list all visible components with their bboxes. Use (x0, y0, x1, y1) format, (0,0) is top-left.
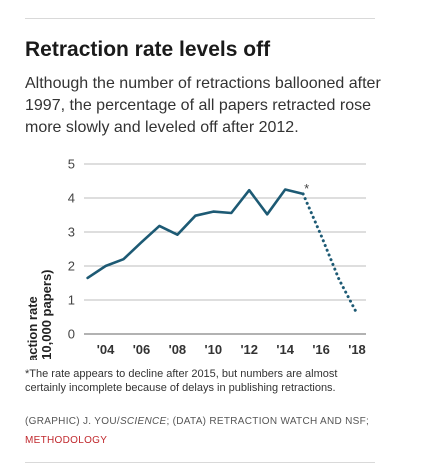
credit-publication: SCIENCE (119, 416, 167, 427)
series-line-observed (86, 188, 305, 280)
chart-subtitle: Although the number of retractions ballo… (25, 75, 381, 136)
credit-line: (GRAPHIC) J. YOU/SCIENCE; (DATA) RETRACT… (25, 416, 369, 427)
grid-lines (84, 163, 366, 335)
y-axis-label-line1: Retraction rate (25, 296, 40, 360)
y-axis-label-line2: (per 10,000 papers) (39, 269, 54, 360)
annotation-asterisk: * (304, 181, 309, 196)
x-tick-label-2008: '08 (169, 342, 187, 357)
credit-part1: (GRAPHIC) J. YOU/ (25, 416, 120, 427)
series-lines (86, 188, 359, 316)
y-tick-labels: 0 1 2 3 4 5 (68, 157, 75, 342)
x-tick-label-2012: '12 (240, 342, 258, 357)
y-axis-label: Retraction rate (per 10,000 papers) (25, 269, 54, 360)
y-tick-label-5: 5 (68, 157, 75, 172)
x-tick-label-2016: '16 (312, 342, 330, 357)
top-divider (25, 18, 375, 19)
series-line-projected (301, 192, 359, 316)
y-tick-label-4: 4 (68, 191, 75, 206)
line-chart: 0 1 2 3 4 5 '04 '06 '08 '10 '12 '14 '16 '18 * Retrac… (25, 157, 366, 360)
x-tick-label-2010: '10 (205, 342, 223, 357)
bottom-divider (25, 462, 375, 463)
y-tick-label-1: 1 (68, 293, 75, 308)
y-tick-label-0: 0 (68, 327, 75, 342)
x-tick-labels: '04 '06 '08 '10 '12 '14 '16 '18 (97, 342, 366, 357)
footnote: *The rate appears to decline after 2015,… (25, 368, 338, 394)
chart-title: Retraction rate levels off (25, 38, 271, 61)
x-tick-label-2018: '18 (348, 342, 366, 357)
y-tick-label-3: 3 (68, 225, 75, 240)
y-tick-label-2: 2 (68, 259, 75, 274)
x-tick-label-2006: '06 (133, 342, 151, 357)
x-tick-label-2014: '14 (276, 342, 294, 357)
credit-part2: ; (DATA) RETRACTION WATCH AND NSF; (166, 416, 370, 427)
methodology-link[interactable]: METHODOLOGY (25, 435, 108, 446)
x-tick-label-2004: '04 (97, 342, 115, 357)
